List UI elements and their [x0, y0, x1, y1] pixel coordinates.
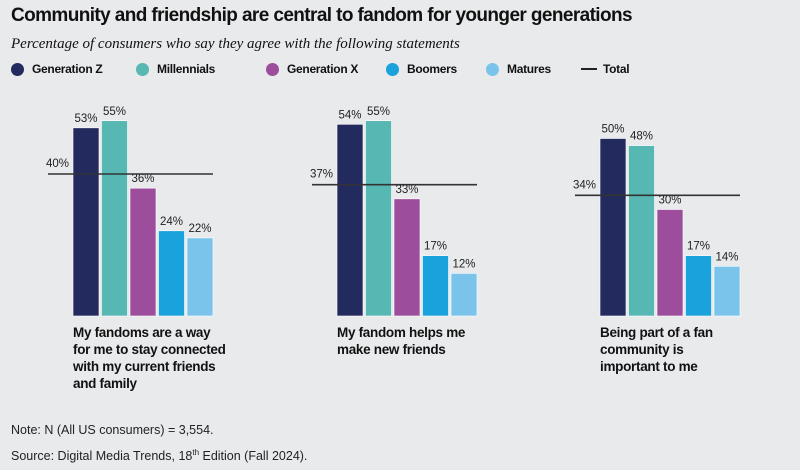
legend-label: Matures: [507, 62, 551, 76]
total-label: 34%: [573, 179, 596, 191]
bar: [599, 138, 627, 317]
data-label: 12%: [452, 258, 475, 270]
bar: [158, 230, 185, 317]
legend-item: Boomers: [386, 62, 486, 76]
legend-label: Total: [603, 62, 630, 76]
bar: [336, 124, 364, 317]
legend-label: Millennials: [157, 62, 216, 76]
source: Source: Digital Media Trends, 18th Editi…: [11, 448, 307, 463]
bar: [450, 273, 478, 317]
legend-swatch: [266, 62, 279, 76]
bar: [129, 187, 157, 317]
data-label: 24%: [160, 216, 183, 228]
total-label: 37%: [310, 169, 333, 181]
data-label: 55%: [103, 106, 126, 118]
bar: [685, 255, 712, 317]
note: Note: N (All US consumers) = 3,554.: [11, 423, 214, 437]
source-text-end: Edition (Fall 2024).: [199, 449, 308, 464]
legend-item-total: Total: [581, 62, 630, 76]
bar: [186, 237, 214, 317]
data-label: 33%: [395, 184, 418, 196]
data-label: 17%: [424, 241, 447, 253]
data-label: 30%: [658, 195, 681, 207]
legend-item: Generation X: [266, 62, 386, 76]
data-label: 17%: [687, 241, 710, 253]
bar: [422, 255, 449, 317]
legend-label: Generation Z: [32, 62, 103, 76]
data-label: 14%: [715, 251, 738, 263]
legend-swatch: [386, 62, 399, 76]
legend: Generation Z Millennials Generation X Boome…: [11, 62, 630, 76]
bar: [656, 209, 684, 317]
data-label: 53%: [74, 113, 97, 125]
data-label: 36%: [131, 173, 154, 185]
bar: [393, 198, 421, 317]
bar: [628, 145, 655, 317]
legend-swatch: [581, 68, 597, 70]
legend-swatch: [11, 62, 24, 76]
legend-label: Generation X: [287, 62, 359, 76]
data-label: 48%: [630, 131, 653, 143]
data-label: 55%: [367, 106, 390, 118]
data-label: 22%: [188, 223, 211, 235]
legend-label: Boomers: [407, 62, 457, 76]
legend-item: Matures: [486, 62, 581, 76]
bar: [72, 127, 100, 317]
legend-item: Millennials: [136, 62, 266, 76]
category-label: Being part of a fan community is importa…: [600, 325, 713, 374]
legend-swatch: [486, 62, 499, 76]
legend-swatch: [136, 62, 149, 76]
bar: [365, 120, 392, 317]
data-label: 50%: [601, 124, 624, 136]
legend-item: Generation Z: [11, 62, 136, 76]
chart-subtitle: Percentage of consumers who say they agr…: [11, 36, 460, 52]
category-label: My fandom helps me make new friends: [337, 325, 466, 357]
bar: [101, 120, 128, 317]
source-sup: th: [192, 448, 200, 457]
source-text: Source: Digital Media Trends, 18: [11, 449, 193, 464]
bar: [713, 265, 741, 317]
total-label: 40%: [46, 158, 69, 170]
data-label: 54%: [338, 109, 361, 121]
chart-title: Community and friendship are central to …: [11, 5, 633, 26]
category-label: My fandoms are a way for me to stay conn…: [73, 325, 226, 391]
